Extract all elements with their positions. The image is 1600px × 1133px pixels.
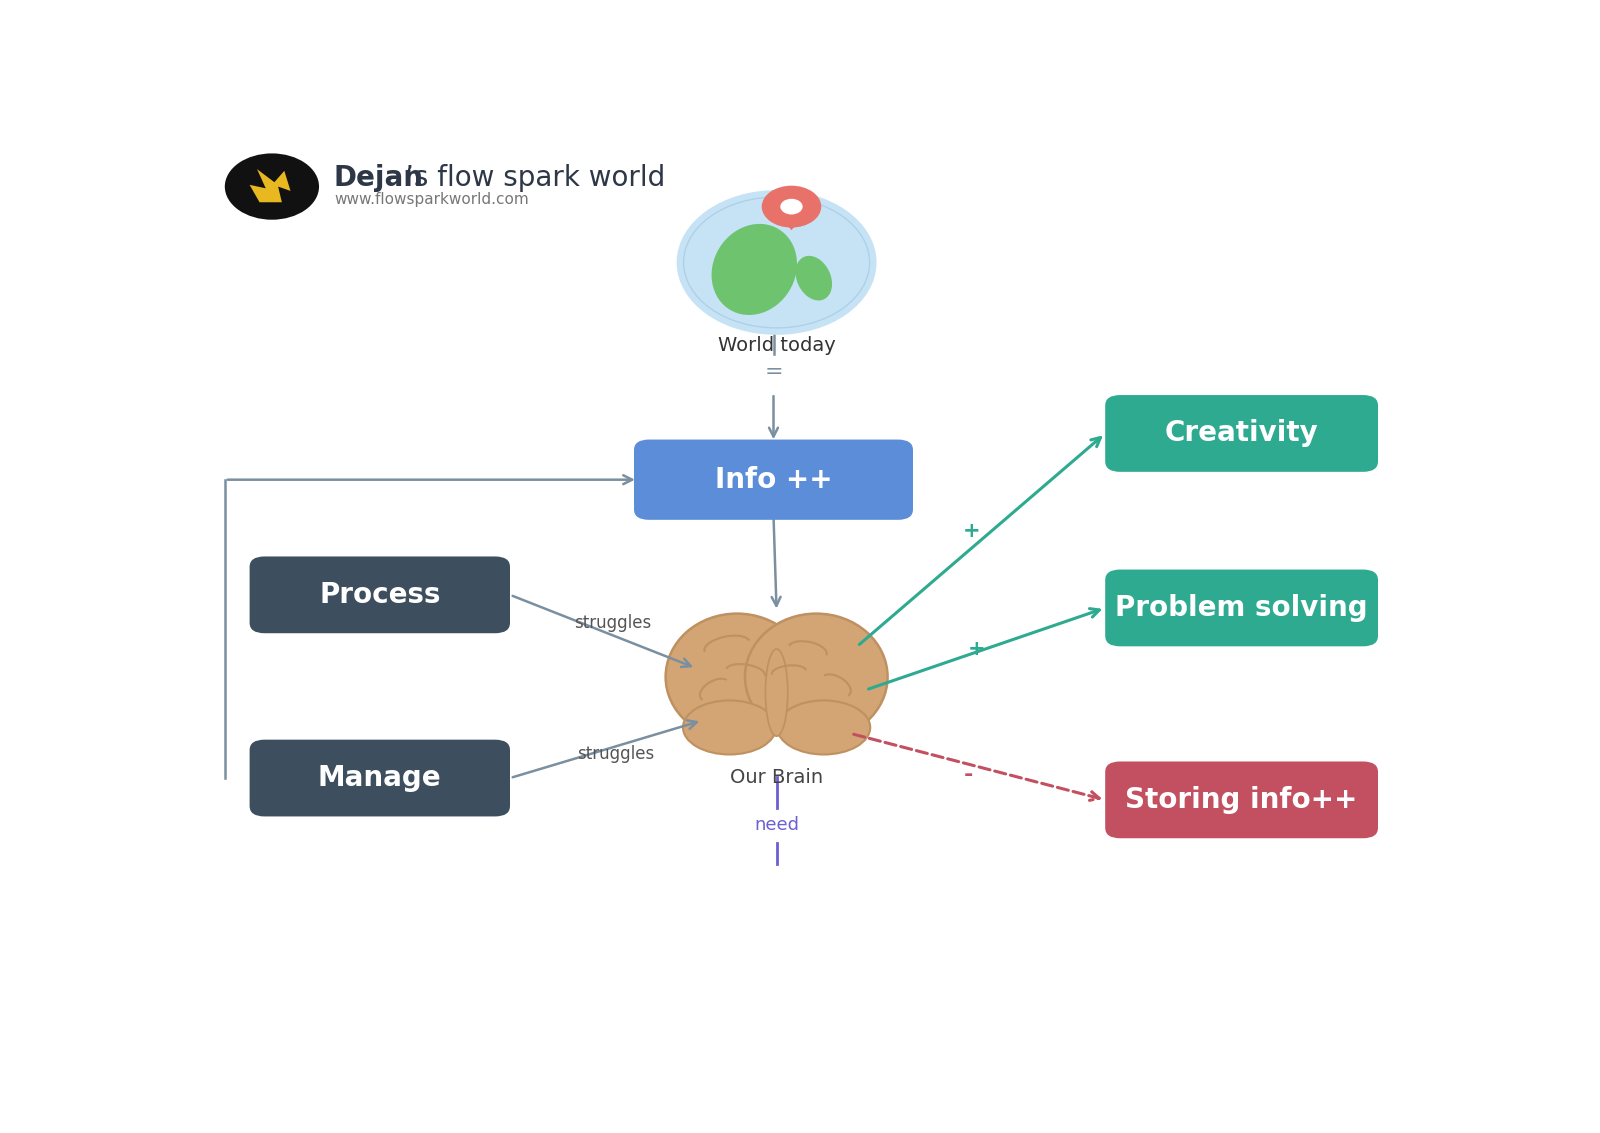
Text: =: = xyxy=(765,361,782,382)
Text: struggles: struggles xyxy=(574,614,651,632)
Circle shape xyxy=(224,153,318,220)
Circle shape xyxy=(683,197,870,327)
Circle shape xyxy=(781,198,803,214)
FancyBboxPatch shape xyxy=(1106,570,1378,646)
Text: World today: World today xyxy=(718,335,835,355)
Text: ’s flow spark world: ’s flow spark world xyxy=(405,164,666,191)
Text: Process: Process xyxy=(318,581,440,608)
FancyBboxPatch shape xyxy=(1106,761,1378,838)
Text: +: + xyxy=(963,521,981,542)
Text: www.flowsparkworld.com: www.flowsparkworld.com xyxy=(334,193,528,207)
Text: -: - xyxy=(965,766,973,785)
FancyBboxPatch shape xyxy=(634,440,914,520)
Polygon shape xyxy=(250,169,291,203)
Text: Dejan: Dejan xyxy=(334,164,424,191)
Text: Problem solving: Problem solving xyxy=(1115,594,1368,622)
Text: Creativity: Creativity xyxy=(1165,419,1318,448)
FancyBboxPatch shape xyxy=(250,740,510,817)
Text: Our Brain: Our Brain xyxy=(730,768,822,786)
Circle shape xyxy=(762,186,821,228)
Ellipse shape xyxy=(746,614,888,740)
Ellipse shape xyxy=(712,224,797,315)
FancyBboxPatch shape xyxy=(1106,395,1378,471)
Text: struggles: struggles xyxy=(576,744,654,763)
Text: Manage: Manage xyxy=(318,764,442,792)
Text: Info ++: Info ++ xyxy=(715,466,832,494)
Ellipse shape xyxy=(765,649,787,736)
FancyBboxPatch shape xyxy=(250,556,510,633)
Ellipse shape xyxy=(795,256,832,300)
Text: Storing info++: Storing info++ xyxy=(1125,786,1358,813)
Polygon shape xyxy=(771,206,811,230)
Ellipse shape xyxy=(666,614,808,740)
Ellipse shape xyxy=(778,700,870,755)
Text: need: need xyxy=(754,816,798,834)
Ellipse shape xyxy=(683,700,776,755)
Text: +: + xyxy=(968,639,986,659)
